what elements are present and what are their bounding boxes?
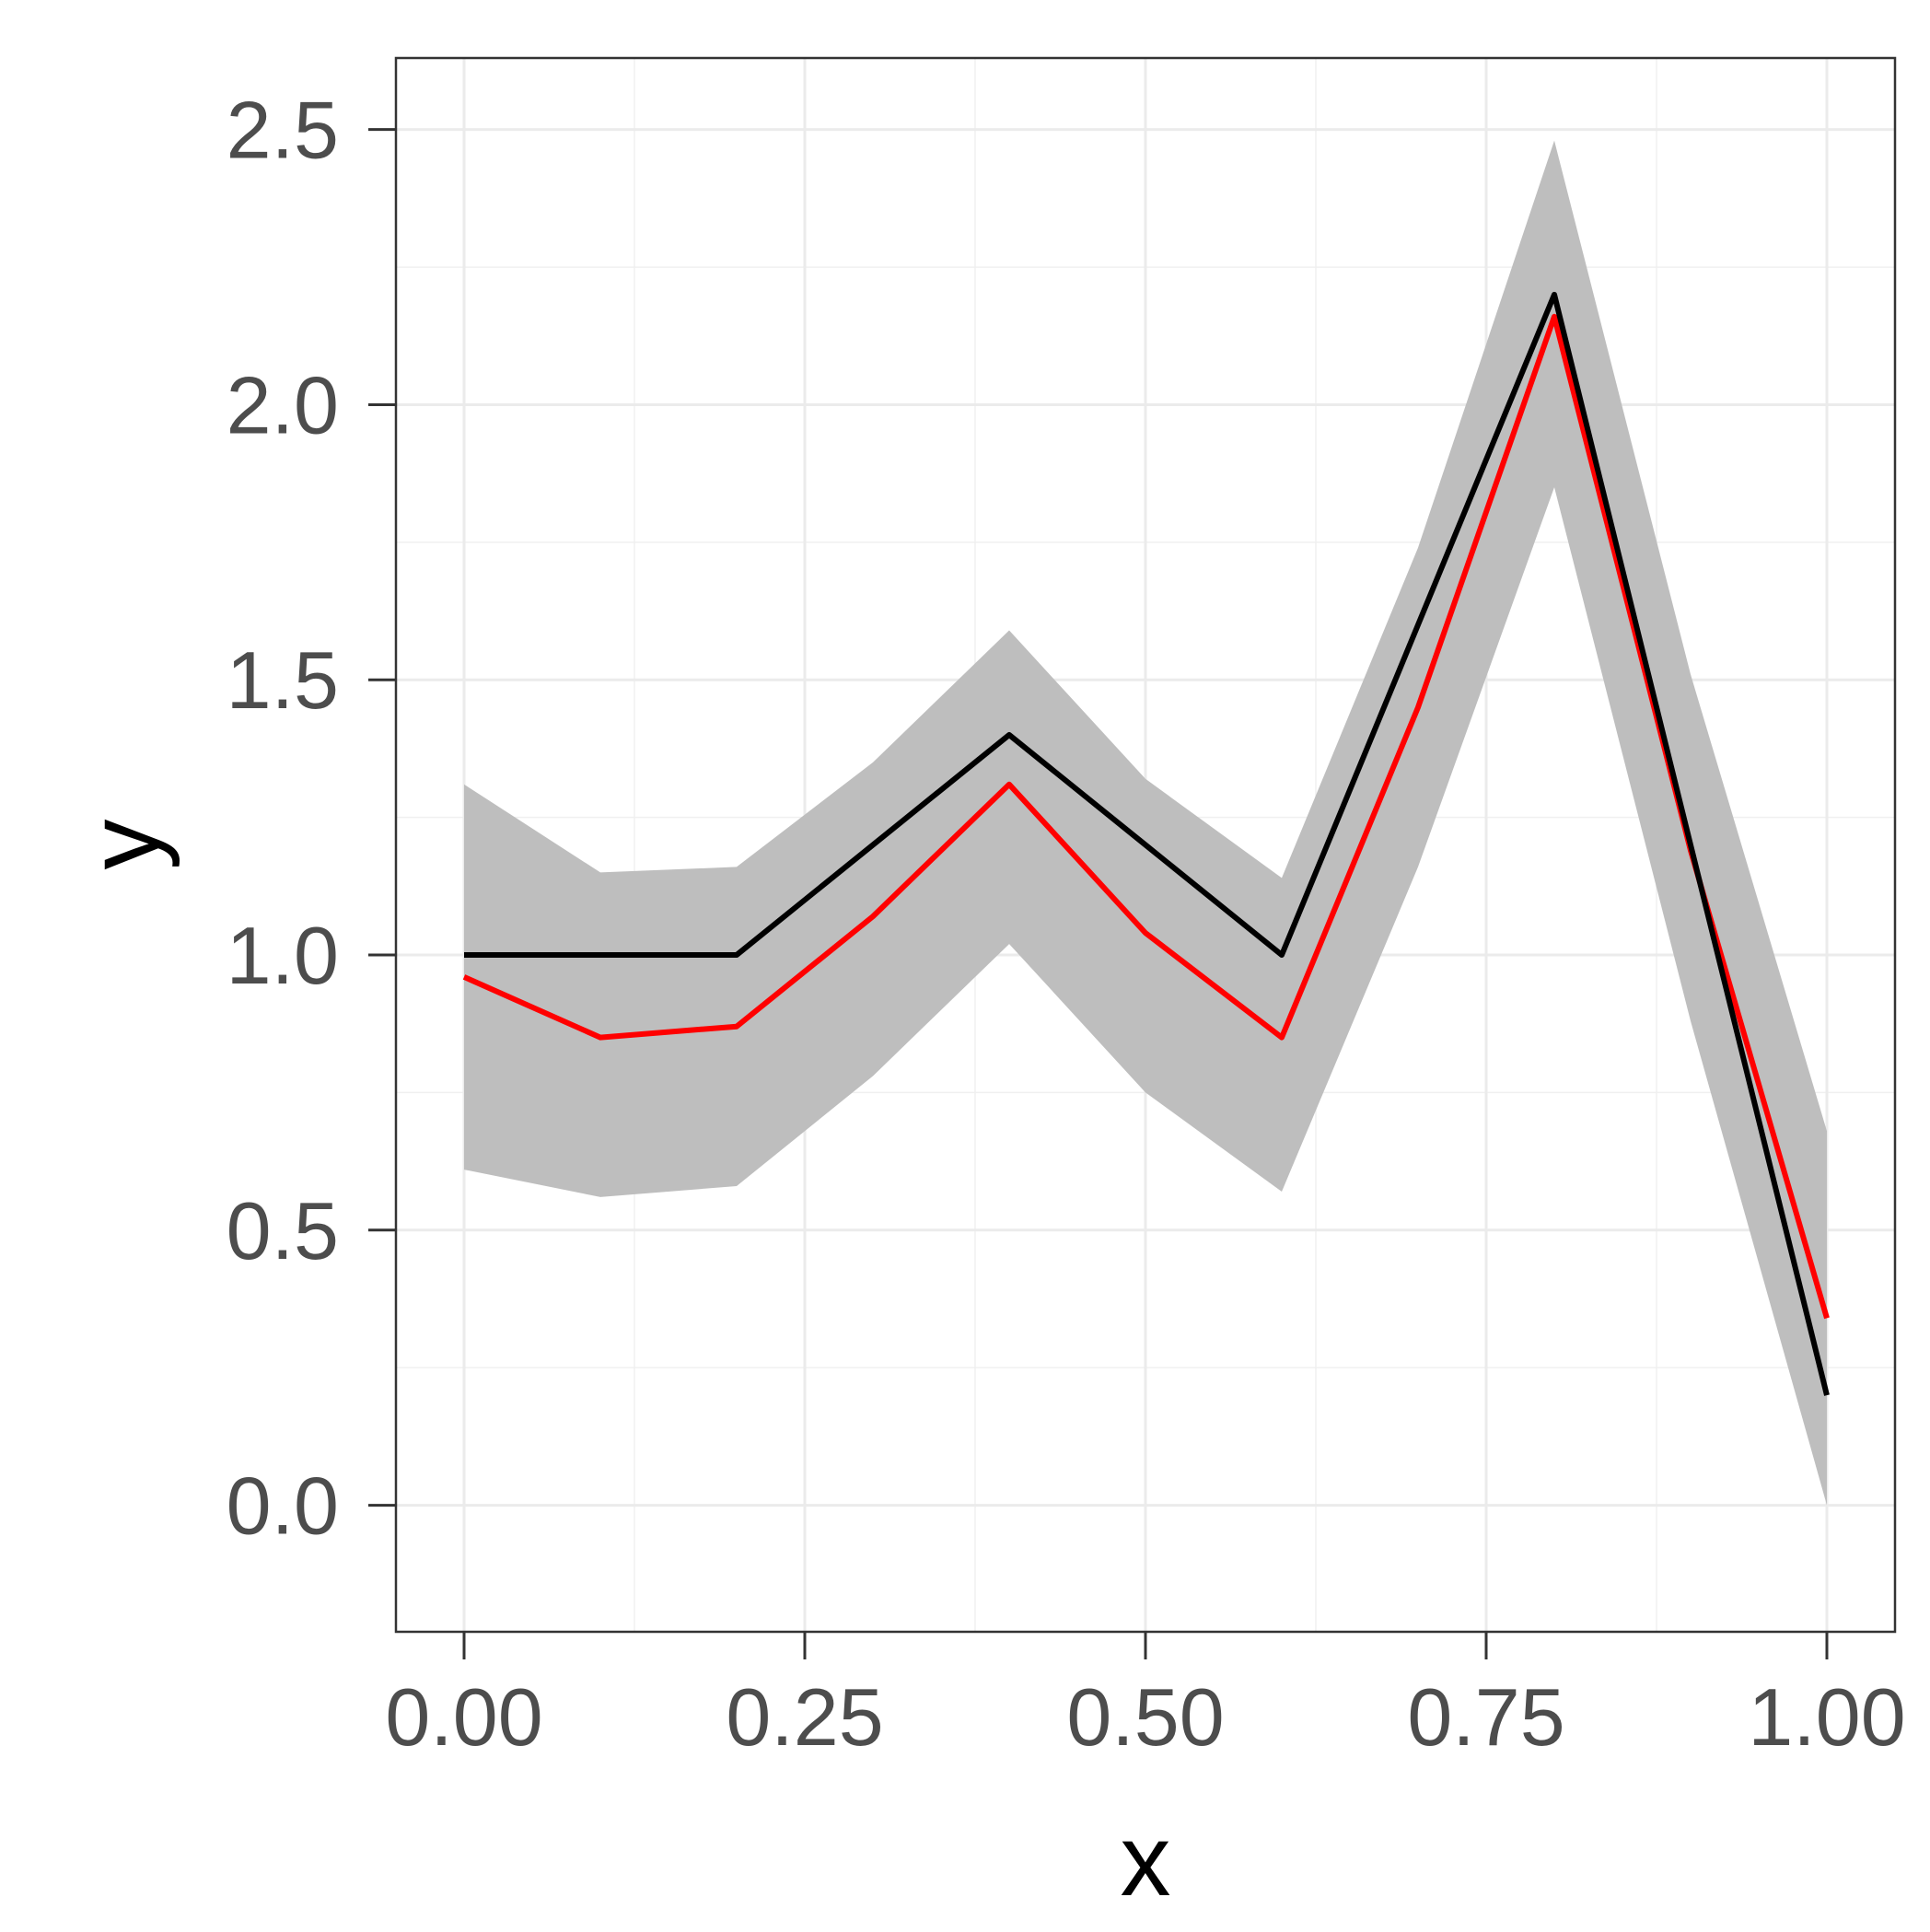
series-line-2 <box>464 291 1830 1396</box>
x-tick-label: 0.00 <box>385 1671 542 1763</box>
x-axis: 0.00 0.25 0.50 0.75 1.00 <box>385 1632 1906 1763</box>
confidence-band <box>464 140 1827 1506</box>
y-tick-label: 2.5 <box>227 85 339 176</box>
x-tick-label: 0.25 <box>726 1671 883 1763</box>
y-tick-label: 1.5 <box>227 634 339 726</box>
series-layer <box>462 291 1830 1396</box>
y-tick-label: 0.5 <box>227 1185 339 1276</box>
x-tick-label: 1.00 <box>1748 1671 1905 1763</box>
x-tick-label: 0.50 <box>1066 1671 1224 1763</box>
y-tick-label: 2.0 <box>227 359 339 450</box>
y-axis: 0.0 0.5 1.0 1.5 2.0 2.5 <box>227 85 396 1552</box>
series-line-1 <box>462 313 1830 1320</box>
y-axis-title: y <box>67 820 180 870</box>
y-tick-label: 0.0 <box>227 1461 339 1552</box>
confidence-band-layer <box>464 140 1827 1506</box>
x-axis-title: x <box>1121 1804 1171 1917</box>
y-tick-label: 1.0 <box>227 910 339 1001</box>
x-tick-label: 0.75 <box>1407 1671 1564 1763</box>
